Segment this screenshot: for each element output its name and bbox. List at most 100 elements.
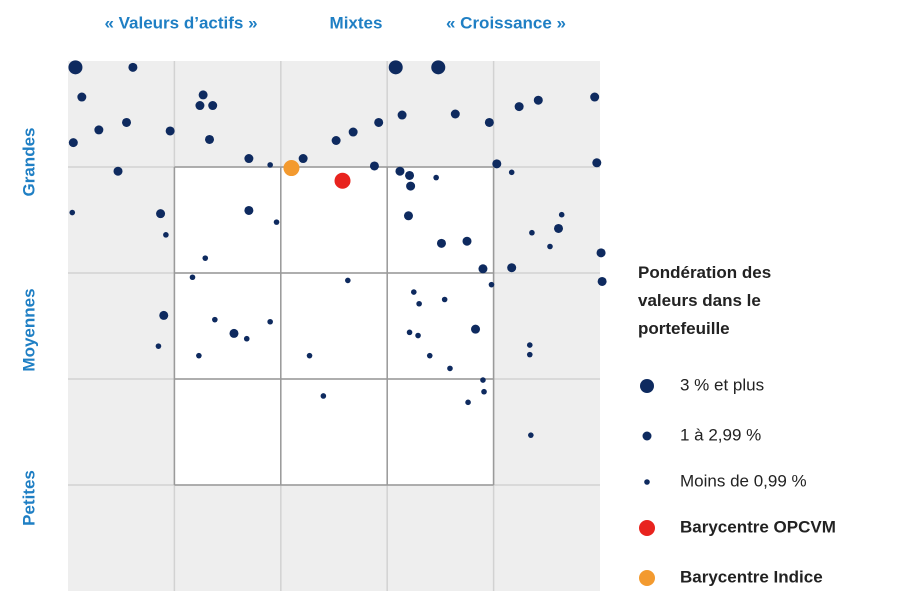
point	[306, 352, 313, 359]
point	[465, 399, 471, 406]
point	[388, 60, 403, 75]
point	[597, 276, 607, 286]
point	[526, 342, 533, 348]
point	[334, 172, 351, 189]
point	[433, 174, 439, 181]
point	[69, 209, 76, 216]
legend-title: Pondération des valeurs dans le portefeuil…	[638, 263, 771, 338]
point	[68, 138, 78, 148]
point	[283, 160, 300, 177]
point	[533, 95, 543, 105]
point	[198, 90, 208, 100]
point	[229, 328, 239, 338]
point	[450, 109, 460, 119]
legend-marker	[639, 570, 655, 586]
point	[345, 277, 351, 284]
point	[395, 166, 405, 176]
point	[212, 316, 218, 323]
point	[411, 289, 417, 295]
point	[155, 343, 162, 349]
point	[273, 219, 280, 225]
point	[431, 60, 446, 75]
point	[529, 229, 535, 236]
point	[528, 432, 534, 438]
point	[374, 117, 384, 127]
point	[195, 101, 205, 111]
point	[526, 351, 533, 358]
point	[481, 388, 487, 395]
point	[596, 248, 606, 258]
point	[205, 134, 215, 144]
point	[436, 238, 446, 248]
point	[122, 117, 132, 127]
point	[462, 236, 472, 246]
point	[113, 166, 123, 176]
point	[348, 127, 358, 137]
point	[416, 300, 422, 307]
point	[77, 92, 87, 102]
point	[196, 352, 202, 359]
point	[547, 243, 553, 250]
point	[189, 274, 196, 281]
point	[298, 154, 308, 164]
point	[426, 352, 433, 359]
point	[267, 162, 273, 168]
point	[68, 60, 83, 75]
column-label: « Valeurs d’actifs »	[104, 13, 257, 32]
point	[507, 263, 517, 273]
row-label: Petites	[19, 470, 38, 526]
legend-marker	[642, 431, 652, 441]
point	[202, 255, 209, 261]
point	[480, 377, 486, 383]
legend-marker	[640, 379, 654, 393]
legend-label: 1 à 2,99 %	[680, 425, 761, 444]
legend-marker	[639, 520, 655, 536]
point	[244, 205, 254, 215]
point	[243, 335, 250, 342]
point	[441, 296, 448, 303]
point	[405, 170, 415, 180]
point	[415, 332, 421, 339]
point	[484, 117, 494, 127]
row-label: Grandes	[19, 128, 38, 197]
legend-label: Moins de 0,99 %	[680, 471, 807, 490]
point	[163, 232, 169, 238]
point	[406, 329, 413, 336]
point	[492, 159, 502, 169]
point	[165, 126, 175, 136]
point	[159, 310, 169, 320]
point	[331, 136, 341, 145]
points	[68, 60, 607, 438]
legend-marker	[644, 479, 650, 485]
legend-label: Barycentre Indice	[680, 567, 823, 586]
point	[514, 102, 524, 112]
point	[244, 154, 254, 164]
point	[156, 209, 166, 219]
point	[397, 110, 407, 120]
point	[558, 211, 565, 218]
point	[508, 169, 515, 176]
legend-label: 3 % et plus	[680, 375, 764, 394]
column-label: « Croissance »	[446, 13, 566, 32]
row-label: Moyennes	[19, 288, 38, 371]
grid	[68, 61, 600, 591]
point	[590, 92, 600, 102]
point	[320, 393, 327, 399]
point	[403, 211, 413, 221]
column-label: Mixtes	[330, 13, 383, 32]
point	[94, 125, 104, 135]
point	[554, 223, 564, 233]
point	[128, 62, 138, 72]
point	[267, 318, 273, 325]
point	[488, 281, 495, 288]
point	[478, 264, 488, 274]
point	[592, 158, 602, 168]
point	[369, 161, 379, 171]
style-box	[174, 167, 494, 485]
point	[447, 365, 453, 372]
point	[208, 101, 218, 111]
point	[406, 181, 416, 191]
legend-label: Barycentre OPCVM	[680, 517, 836, 536]
point	[471, 324, 481, 334]
